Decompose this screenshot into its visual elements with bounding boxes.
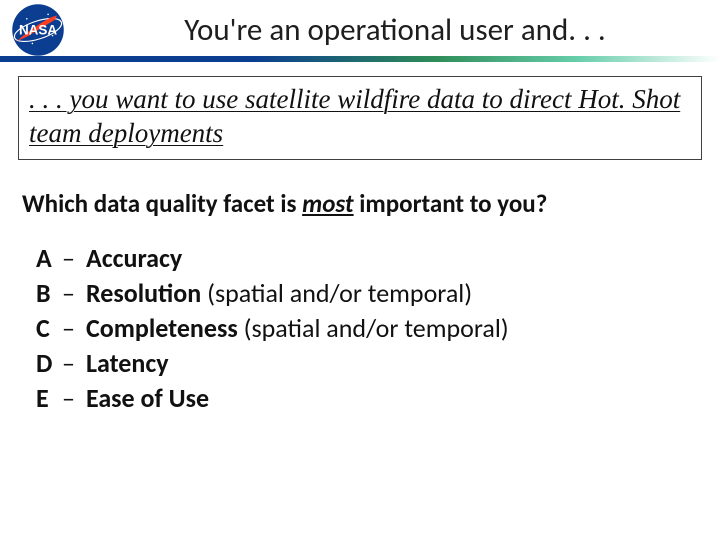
option-dash: – bbox=[62, 311, 86, 346]
option-label: Latency bbox=[86, 347, 169, 379]
list-item: E – Ease of Use bbox=[36, 381, 684, 416]
nasa-logo-icon: NASA bbox=[10, 2, 66, 58]
option-letter: C bbox=[36, 311, 62, 346]
question-emphasis: most bbox=[302, 188, 354, 219]
option-dash: – bbox=[62, 276, 86, 311]
list-item: B – Resolution (spatial and/or temporal) bbox=[36, 276, 684, 311]
option-label: Accuracy bbox=[86, 242, 182, 274]
list-item: D – Latency bbox=[36, 346, 684, 381]
slide-title: You're an operational user and. . . bbox=[80, 11, 710, 49]
header-divider bbox=[0, 56, 720, 62]
header: NASA You're an operational user and. . . bbox=[0, 0, 720, 56]
question-suffix: important to you? bbox=[354, 188, 548, 219]
option-letter: B bbox=[36, 276, 62, 311]
list-item: A – Accuracy bbox=[36, 241, 684, 276]
option-label: Resolution bbox=[86, 277, 201, 309]
question-text: Which data quality facet is most importa… bbox=[22, 188, 698, 219]
scenario-box: . . . you want to use satellite wildfire… bbox=[18, 76, 702, 160]
option-label: Completeness bbox=[86, 312, 238, 344]
option-letter: E bbox=[36, 381, 62, 416]
option-dash: – bbox=[62, 346, 86, 381]
option-qualifier: (spatial and/or temporal) bbox=[201, 277, 472, 309]
question-prefix: Which data quality facet is bbox=[22, 188, 302, 219]
list-item: C – Completeness (spatial and/or tempora… bbox=[36, 311, 684, 346]
option-letter: A bbox=[36, 241, 62, 276]
option-letter: D bbox=[36, 346, 62, 381]
option-dash: – bbox=[62, 241, 86, 276]
slide: NASA You're an operational user and. . .… bbox=[0, 0, 720, 540]
svg-text:NASA: NASA bbox=[19, 22, 57, 37]
scenario-text: . . . you want to use satellite wildfire… bbox=[29, 83, 691, 151]
options-list: A – Accuracy B – Resolution (spatial and… bbox=[36, 241, 684, 416]
option-label: Ease of Use bbox=[86, 382, 209, 414]
option-dash: – bbox=[62, 381, 86, 416]
option-qualifier: (spatial and/or temporal) bbox=[238, 312, 509, 344]
